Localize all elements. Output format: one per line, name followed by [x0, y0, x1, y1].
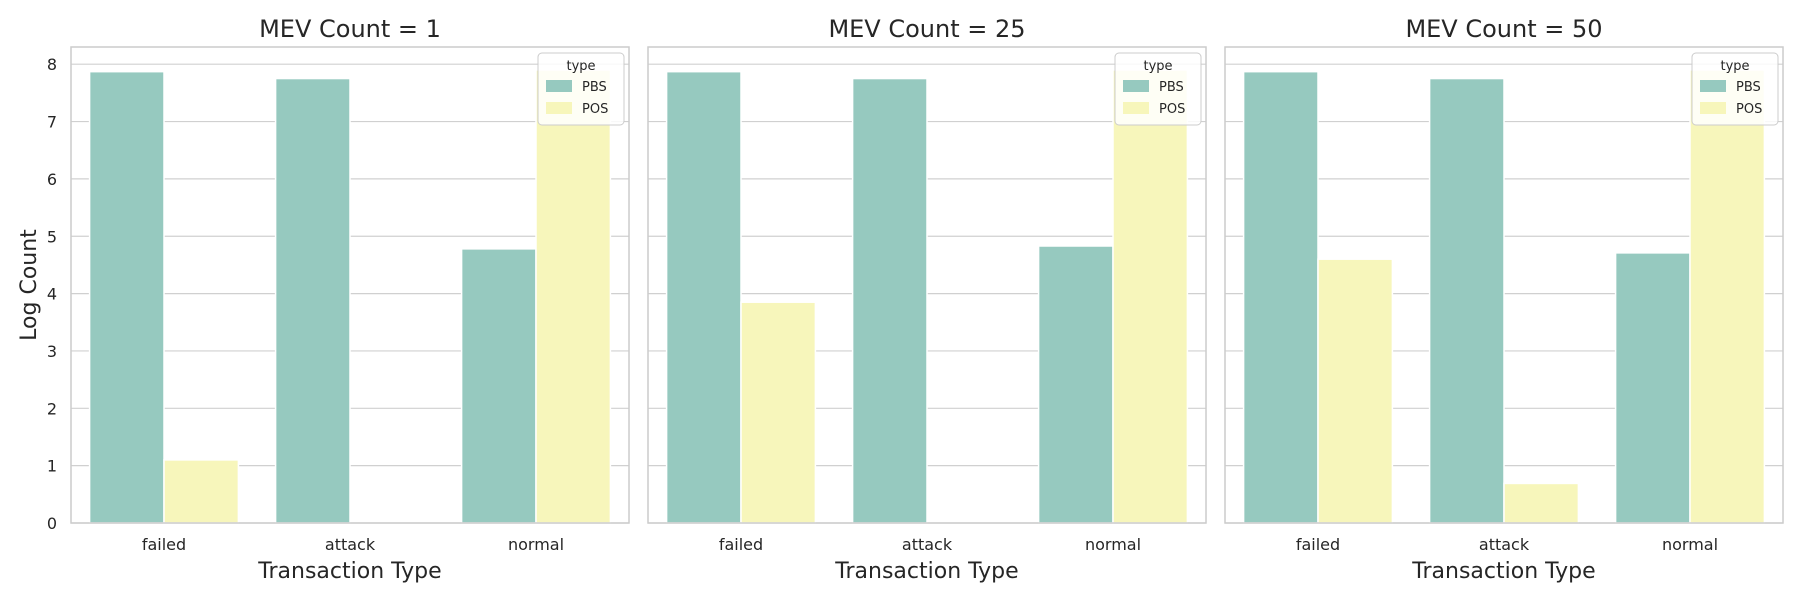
x-tick-label: failed: [142, 535, 186, 554]
y-tick-label: 4: [47, 285, 57, 304]
legend-title: type: [1720, 59, 1749, 74]
legend-swatch-pos: [1123, 102, 1149, 114]
x-tick-label: failed: [719, 535, 763, 554]
bar-pbs-normal: [460, 248, 537, 524]
panel-title: MEV Count = 25: [828, 15, 1025, 43]
plot-frame: [647, 46, 1207, 524]
bar-pos-failed: [740, 301, 817, 524]
y-tick-label: 8: [47, 55, 57, 74]
x-tick-label: attack: [902, 535, 953, 554]
legend-swatch-pbs: [1123, 80, 1149, 92]
y-tick-label: 0: [47, 514, 57, 533]
legend-swatch-pbs: [546, 80, 572, 92]
bar-pos-normal: [535, 69, 612, 524]
x-tick-label: normal: [1662, 535, 1718, 554]
panel-title: MEV Count = 50: [1405, 15, 1602, 43]
bar-pbs-failed: [1242, 70, 1319, 524]
legend-label-pos: POS: [1159, 102, 1185, 117]
y-tick-label: 7: [47, 113, 57, 132]
bar-pos-failed: [1317, 258, 1394, 524]
bar-pos-normal: [1112, 69, 1189, 524]
bar-pos-normal: [1689, 69, 1766, 524]
x-axis-label: Transaction Type: [834, 559, 1018, 584]
bar-pbs-normal: [1037, 245, 1114, 524]
legend-title: type: [1143, 59, 1172, 74]
legend-swatch-pos: [1700, 102, 1726, 114]
x-tick-label: attack: [1479, 535, 1530, 554]
bar-pos-failed: [163, 459, 240, 524]
y-tick-label: 3: [47, 342, 57, 361]
bar-pbs-attack: [1428, 77, 1505, 524]
legend-swatch-pos: [546, 102, 572, 114]
y-axis-label: Log Count: [17, 229, 42, 341]
bar-pbs-normal: [1614, 252, 1691, 524]
legend-label-pos: POS: [1736, 102, 1762, 117]
y-tick-label: 1: [47, 457, 57, 476]
legend-label-pbs: PBS: [1736, 80, 1761, 95]
legend-label-pos: POS: [582, 102, 608, 117]
x-axis-label: Transaction Type: [257, 559, 441, 584]
x-axis-label: Transaction Type: [1411, 559, 1595, 584]
legend-label-pbs: PBS: [582, 80, 607, 95]
panel-title: MEV Count = 1: [259, 15, 441, 43]
y-tick-label: 6: [47, 170, 57, 189]
x-tick-label: normal: [508, 535, 564, 554]
bar-pbs-attack: [851, 77, 928, 524]
plot-frame: [1224, 46, 1784, 524]
x-tick-label: failed: [1296, 535, 1340, 554]
legend-title: type: [566, 59, 595, 74]
bar-pbs-failed: [665, 70, 742, 524]
bar-pos-attack: [1503, 482, 1580, 524]
y-tick-label: 5: [47, 227, 57, 246]
y-tick-label: 2: [47, 399, 57, 418]
plot-frame: [70, 46, 630, 524]
legend-label-pbs: PBS: [1159, 80, 1184, 95]
x-tick-label: normal: [1085, 535, 1141, 554]
x-tick-label: attack: [325, 535, 376, 554]
legend-swatch-pbs: [1700, 80, 1726, 92]
bar-pbs-attack: [274, 77, 351, 524]
bar-pbs-failed: [88, 70, 165, 524]
